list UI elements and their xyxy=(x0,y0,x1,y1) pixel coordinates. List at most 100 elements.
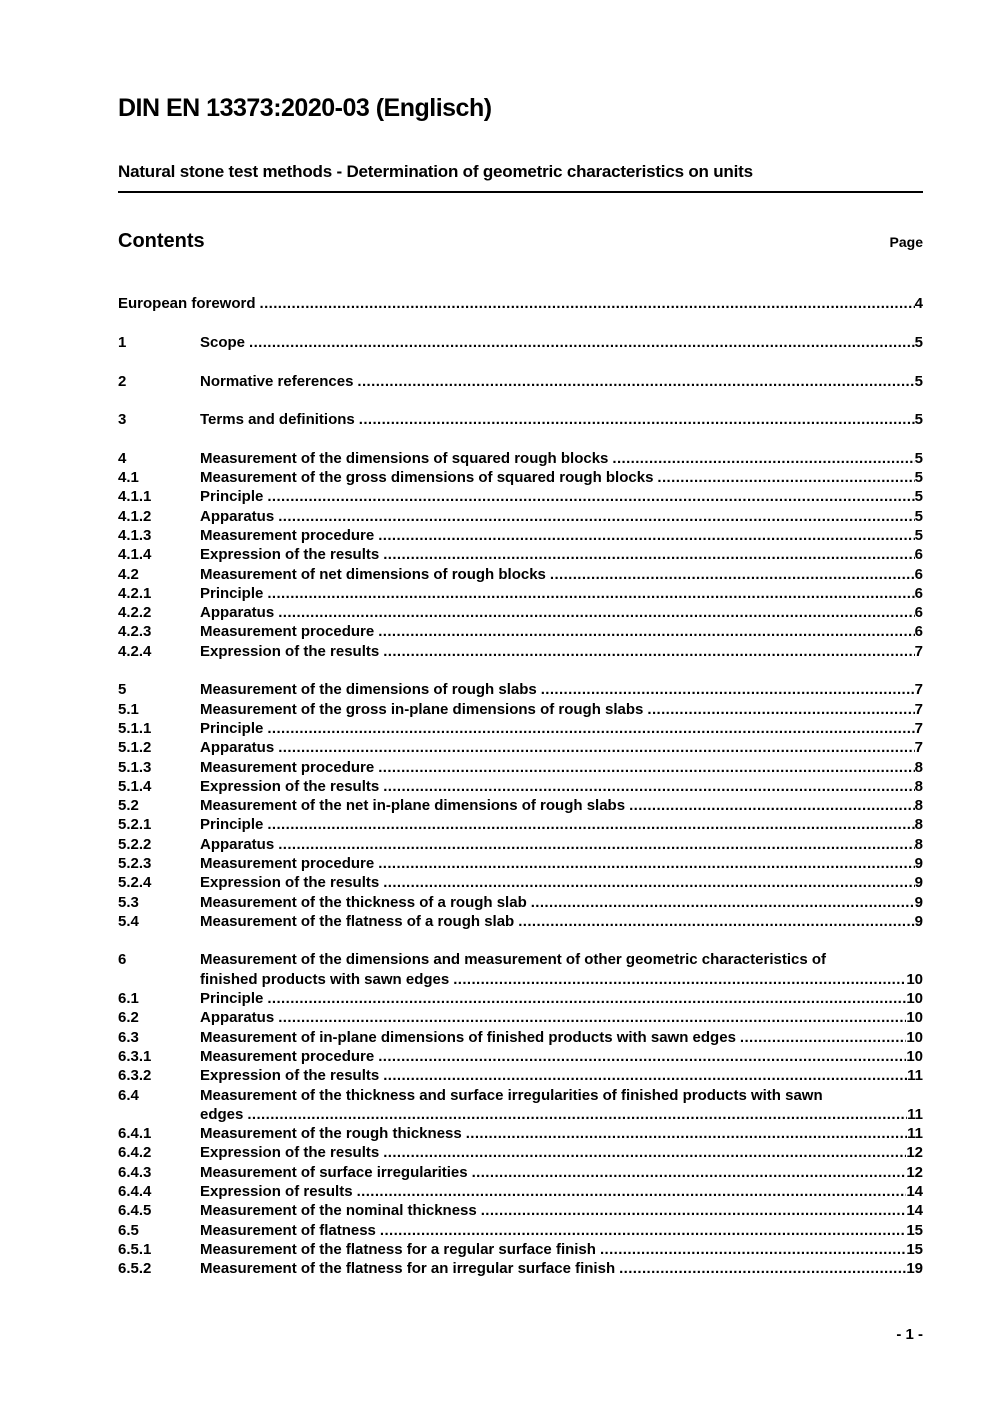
toc-entry-label: Apparatus xyxy=(200,1009,275,1027)
toc-entry[interactable]: 6.3.1 Measurement procedure 10 xyxy=(118,1047,923,1066)
toc-entry-body: Measurement of the rough thickness 11 xyxy=(200,1124,923,1143)
toc-entry-body: Terms and definitions 5 xyxy=(200,410,923,429)
toc-entry-lastline: Expression of the results 7 xyxy=(200,642,923,661)
toc-entry-label: Measurement of the dimensions of rough s… xyxy=(200,681,537,699)
toc-entry[interactable]: 5.3 Measurement of the thickness of a ro… xyxy=(118,893,923,912)
toc-entry[interactable]: 4.2.1 Principle 6 xyxy=(118,584,923,603)
toc-dot-leader xyxy=(267,487,914,506)
toc-entry-body: Measurement of the flatness of a rough s… xyxy=(200,912,923,931)
toc-entry-page: 10 xyxy=(906,1028,923,1046)
toc-entry[interactable]: 3 Terms and definitions 5 xyxy=(118,410,923,429)
toc-entry[interactable]: 5.2.4 Expression of the results 9 xyxy=(118,873,923,892)
toc-entry[interactable]: 5.4 Measurement of the flatness of a rou… xyxy=(118,912,923,931)
toc-entry[interactable]: 4.1.3 Measurement procedure 5 xyxy=(118,526,923,545)
toc-dot-leader xyxy=(378,854,914,873)
toc-entry-number: 6.4.4 xyxy=(118,1183,152,1201)
toc-entry-lastline: Measurement of the flatness of a rough s… xyxy=(200,912,923,931)
toc-entry[interactable]: 4.1.2 Apparatus 5 xyxy=(118,507,923,526)
toc-entry[interactable]: 5.1.3 Measurement procedure 8 xyxy=(118,758,923,777)
toc-entry-body: Expression of the results 7 xyxy=(200,642,923,661)
toc-entry-lastline: Principle 7 xyxy=(200,719,923,738)
toc-dot-leader xyxy=(357,1182,907,1201)
toc-entry[interactable]: 5.1 Measurement of the gross in-plane di… xyxy=(118,700,923,719)
toc-dot-leader xyxy=(466,1124,907,1143)
toc-entry[interactable]: 4.2.2 Apparatus 6 xyxy=(118,603,923,622)
toc-entry-body: Measurement of the flatness for an irreg… xyxy=(200,1259,923,1278)
toc-entry-number: 5 xyxy=(118,681,127,699)
toc-entry-page: 11 xyxy=(907,1105,923,1123)
toc-entry-number: 6.4 xyxy=(118,1086,139,1104)
toc-entry[interactable]: 6.1 Principle 10 xyxy=(118,989,923,1008)
toc-entry[interactable]: 6.4.1 Measurement of the rough thickness… xyxy=(118,1124,923,1143)
toc-dot-leader xyxy=(380,1221,906,1240)
toc-dot-leader xyxy=(531,893,915,912)
toc-entry[interactable]: 5 Measurement of the dimensions of rough… xyxy=(118,680,923,699)
toc-entry-lastline: Measurement of the dimensions of squared… xyxy=(200,449,923,468)
toc-entry[interactable]: 6.5 Measurement of flatness 15 xyxy=(118,1221,923,1240)
toc-entry-body: Measurement of the dimensions of rough s… xyxy=(200,680,923,699)
toc-entry[interactable]: 5.2.3 Measurement procedure 9 xyxy=(118,854,923,873)
toc-entry-label: Measurement procedure xyxy=(200,758,375,776)
toc-entry-number: 6.2 xyxy=(118,1009,139,1027)
toc-entry[interactable]: 5.1.1 Principle 7 xyxy=(118,719,923,738)
toc-entry-number: 3 xyxy=(118,411,127,429)
toc-entry-number: 4.2.4 xyxy=(118,642,152,660)
toc-entry-body: Expression of the results 11 xyxy=(200,1066,923,1085)
toc-entry[interactable]: 6.5.2 Measurement of the flatness for an… xyxy=(118,1259,923,1278)
toc-entry-page: 7 xyxy=(914,719,923,737)
toc-entry[interactable]: 4.2.4 Expression of the results 7 xyxy=(118,642,923,661)
toc-entry[interactable]: European foreword 4 xyxy=(118,294,923,313)
document-subtitle: Natural stone test methods - Determinati… xyxy=(118,162,923,194)
toc-dot-leader xyxy=(378,1047,906,1066)
toc-entry[interactable]: 4.1 Measurement of the gross dimensions … xyxy=(118,468,923,487)
toc-entry-label: Measurement procedure xyxy=(200,855,375,872)
toc-entry[interactable]: 5.1.4 Expression of the results 8 xyxy=(118,777,923,796)
toc-entry-number: 4.1.4 xyxy=(118,546,152,564)
toc-entry[interactable]: 4.2.3 Measurement procedure 6 xyxy=(118,622,923,641)
toc-entry-page: 8 xyxy=(914,816,923,834)
toc-entry-lastline: Principle 5 xyxy=(200,487,923,506)
toc-entry[interactable]: 4.1.4 Expression of the results 6 xyxy=(118,545,923,564)
toc-entry[interactable]: 5.2 Measurement of the net in-plane dime… xyxy=(118,796,923,815)
toc-entry[interactable]: 1 Scope 5 xyxy=(118,333,923,352)
toc-dot-leader xyxy=(600,1240,906,1259)
toc-entry[interactable]: 6.3 Measurement of in-plane dimensions o… xyxy=(118,1028,923,1047)
toc-entry-number: 4.2.1 xyxy=(118,584,152,602)
toc-entry-body: Measurement of the thickness and surface… xyxy=(200,1086,923,1125)
toc-entry-lastline: Expression of the results 8 xyxy=(200,777,923,796)
toc-entry[interactable]: 4.2 Measurement of net dimensions of rou… xyxy=(118,565,923,584)
toc-entry[interactable]: 4.1.1 Principle 5 xyxy=(118,487,923,506)
toc-entry[interactable]: 6.4.2 Expression of the results 12 xyxy=(118,1143,923,1162)
toc-entry-label: Expression of the results xyxy=(200,642,380,660)
toc-entry[interactable]: 6.4 Measurement of the thickness and sur… xyxy=(118,1086,923,1125)
toc-entry-lastline: Terms and definitions 5 xyxy=(200,410,923,429)
toc-entry[interactable]: 6.2 Apparatus 10 xyxy=(118,1008,923,1027)
toc-entry-body: Apparatus 5 xyxy=(200,507,923,526)
toc-entry[interactable]: 6.4.5 Measurement of the nominal thickne… xyxy=(118,1201,923,1220)
toc-entry-label: Measurement of the dimensions of squared… xyxy=(200,449,609,467)
toc-dot-leader xyxy=(541,680,915,699)
toc-entry-lastline: Measurement of the flatness for a regula… xyxy=(200,1240,923,1259)
toc-entry[interactable]: 5.1.2 Apparatus 7 xyxy=(118,738,923,757)
toc-entry[interactable]: 2 Normative references 5 xyxy=(118,372,923,391)
toc-entry-page: 12 xyxy=(906,1163,923,1181)
toc-dot-leader xyxy=(359,410,915,429)
toc-entry-label: Principle xyxy=(200,990,264,1008)
toc-entry[interactable]: 4 Measurement of the dimensions of squar… xyxy=(118,449,923,468)
toc-dot-leader xyxy=(378,526,914,545)
toc-entry-page: 7 xyxy=(914,700,923,718)
toc-entry-page: 5 xyxy=(914,526,923,544)
toc-entry[interactable]: 5.2.1 Principle 8 xyxy=(118,815,923,834)
toc-entry[interactable]: 6.3.2 Expression of the results 11 xyxy=(118,1066,923,1085)
toc-entry[interactable]: 6.4.4 Expression of results 14 xyxy=(118,1182,923,1201)
toc-entry[interactable]: 6 Measurement of the dimensions and meas… xyxy=(118,950,923,989)
toc-entry[interactable]: 5.2.2 Apparatus 8 xyxy=(118,835,923,854)
toc-entry[interactable]: 6.5.1 Measurement of the flatness for a … xyxy=(118,1240,923,1259)
toc-entry-lastline: Measurement procedure 6 xyxy=(200,622,923,641)
toc-entry-label: Measurement of the net in-plane dimensio… xyxy=(200,797,626,815)
toc-dot-leader xyxy=(383,1143,906,1162)
toc-entry-number: 5.2.1 xyxy=(118,816,152,834)
toc-entry[interactable]: 6.4.3 Measurement of surface irregularit… xyxy=(118,1163,923,1182)
toc-entry-page: 7 xyxy=(914,642,923,660)
